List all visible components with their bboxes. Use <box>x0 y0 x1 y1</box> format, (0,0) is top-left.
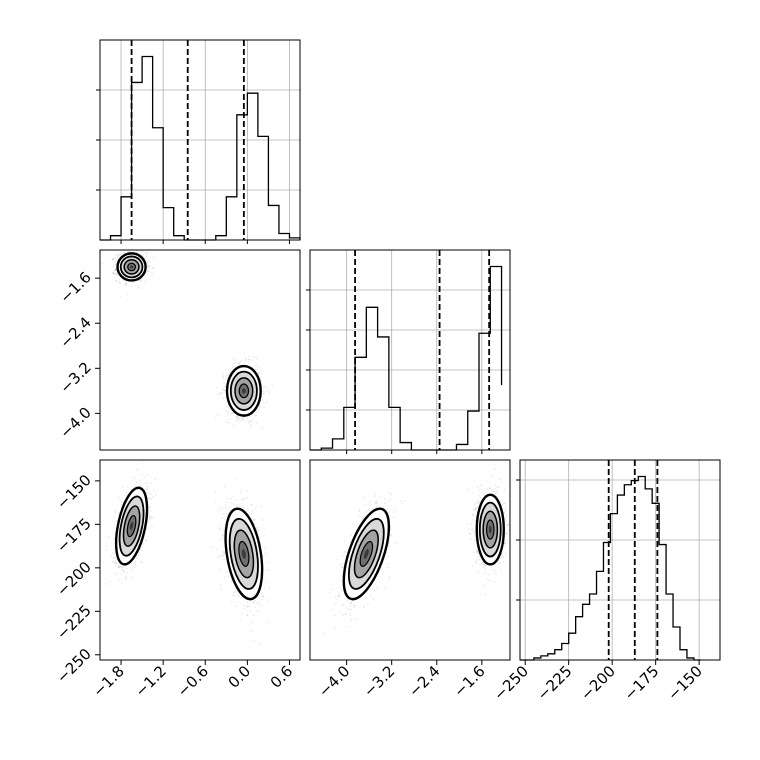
panel-2-2 <box>516 459 721 661</box>
density-level <box>482 510 499 549</box>
panel-frame <box>309 459 511 661</box>
density-level <box>127 262 137 272</box>
y-tick-label: −250 <box>53 645 95 687</box>
density-level <box>478 501 502 558</box>
density-level <box>118 495 145 557</box>
x-tick-label: −1.8 <box>89 662 127 700</box>
density-level <box>353 529 379 579</box>
density-level <box>475 493 506 566</box>
x-tick-label: −1.2 <box>131 662 169 700</box>
panel-2-0 <box>99 459 301 661</box>
density-level <box>359 540 374 567</box>
density-layer <box>100 250 274 430</box>
density-level <box>241 548 246 559</box>
panel-2-1 <box>309 459 511 661</box>
x-tick-label: −3.2 <box>360 662 398 700</box>
x-tick-label: −225 <box>534 662 576 704</box>
y-tick-label: −3.2 <box>56 358 94 396</box>
x-tick-label: −4.0 <box>315 662 353 700</box>
x-tick-label: −2.4 <box>405 662 443 700</box>
density-level <box>130 265 134 269</box>
density-level <box>485 519 495 540</box>
panel-frame <box>99 249 301 451</box>
density-level <box>488 525 492 534</box>
density-level <box>229 370 258 411</box>
density-level <box>363 548 369 559</box>
density-level <box>123 259 140 275</box>
histogram-step-2 <box>520 475 701 661</box>
panel-frame <box>99 39 301 241</box>
y-tick-label: −150 <box>53 471 95 513</box>
y-tick-label: −225 <box>53 601 95 643</box>
density-level <box>225 364 262 417</box>
x-tick-label: −175 <box>621 662 663 704</box>
y-tick-label: −200 <box>53 558 95 600</box>
density-level <box>114 486 149 566</box>
histogram-step-0 <box>100 55 301 241</box>
panel-1-0 <box>99 249 301 451</box>
panel-frame <box>309 249 511 451</box>
y-tick-label: −1.6 <box>56 268 94 306</box>
density-level <box>238 383 250 399</box>
x-tick-label: 0.0 <box>225 662 255 692</box>
density-level <box>116 252 147 282</box>
density-level <box>234 377 254 405</box>
density-level <box>238 540 250 567</box>
x-tick-label: −1.6 <box>450 662 488 700</box>
density-level <box>233 529 255 579</box>
density-level <box>347 517 385 590</box>
panel-0-0 <box>96 39 301 241</box>
density-level <box>119 255 144 279</box>
y-tick-label: −4.0 <box>56 403 94 441</box>
density-layer <box>322 468 510 635</box>
density-level <box>228 517 259 590</box>
x-tick-label: −200 <box>577 662 619 704</box>
x-tick-label: −0.6 <box>174 662 212 700</box>
density-level <box>224 507 264 601</box>
density-layer <box>104 460 270 645</box>
histogram-step-1 <box>310 265 503 451</box>
density-level <box>342 507 391 601</box>
panel-1-1 <box>306 249 511 451</box>
density-level <box>129 521 134 531</box>
x-tick-label: 0.6 <box>267 662 297 692</box>
x-tick-label: −250 <box>490 662 532 704</box>
density-level <box>126 514 137 538</box>
x-tick-label: −150 <box>664 662 706 704</box>
density-level <box>122 505 141 547</box>
y-tick-label: −175 <box>53 514 95 556</box>
y-tick-label: −2.4 <box>56 313 94 351</box>
panel-frame <box>519 459 721 661</box>
density-level <box>242 388 246 394</box>
panel-frame <box>99 459 301 661</box>
